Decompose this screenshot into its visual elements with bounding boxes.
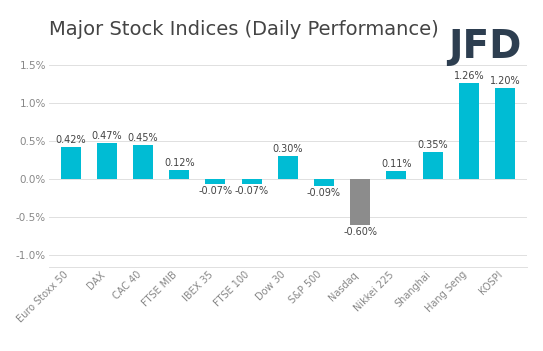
Bar — [314, 179, 334, 186]
Bar — [422, 152, 443, 179]
Text: 0.35%: 0.35% — [417, 140, 448, 151]
Text: 0.45%: 0.45% — [128, 133, 159, 143]
Bar — [278, 156, 298, 179]
Text: 0.12%: 0.12% — [164, 158, 194, 168]
Text: JFD: JFD — [449, 28, 522, 66]
Text: Major Stock Indices (Daily Performance): Major Stock Indices (Daily Performance) — [49, 20, 439, 39]
Text: 0.42%: 0.42% — [55, 135, 86, 145]
Bar — [205, 179, 225, 184]
Bar — [387, 171, 406, 179]
Text: -0.07%: -0.07% — [198, 186, 232, 196]
Text: 0.11%: 0.11% — [381, 159, 412, 169]
Bar — [350, 179, 370, 225]
Bar — [495, 87, 515, 179]
Text: 1.20%: 1.20% — [490, 76, 520, 86]
Text: -0.60%: -0.60% — [343, 227, 377, 237]
Bar — [97, 143, 117, 179]
Text: 0.30%: 0.30% — [273, 144, 303, 154]
Text: 1.26%: 1.26% — [453, 71, 484, 81]
Bar — [242, 179, 262, 184]
Text: -0.07%: -0.07% — [235, 186, 269, 196]
Bar — [133, 145, 153, 179]
Bar — [459, 83, 479, 179]
Text: 0.47%: 0.47% — [91, 131, 122, 141]
Bar — [61, 147, 80, 179]
Text: -0.09%: -0.09% — [307, 188, 341, 198]
Bar — [169, 170, 189, 179]
